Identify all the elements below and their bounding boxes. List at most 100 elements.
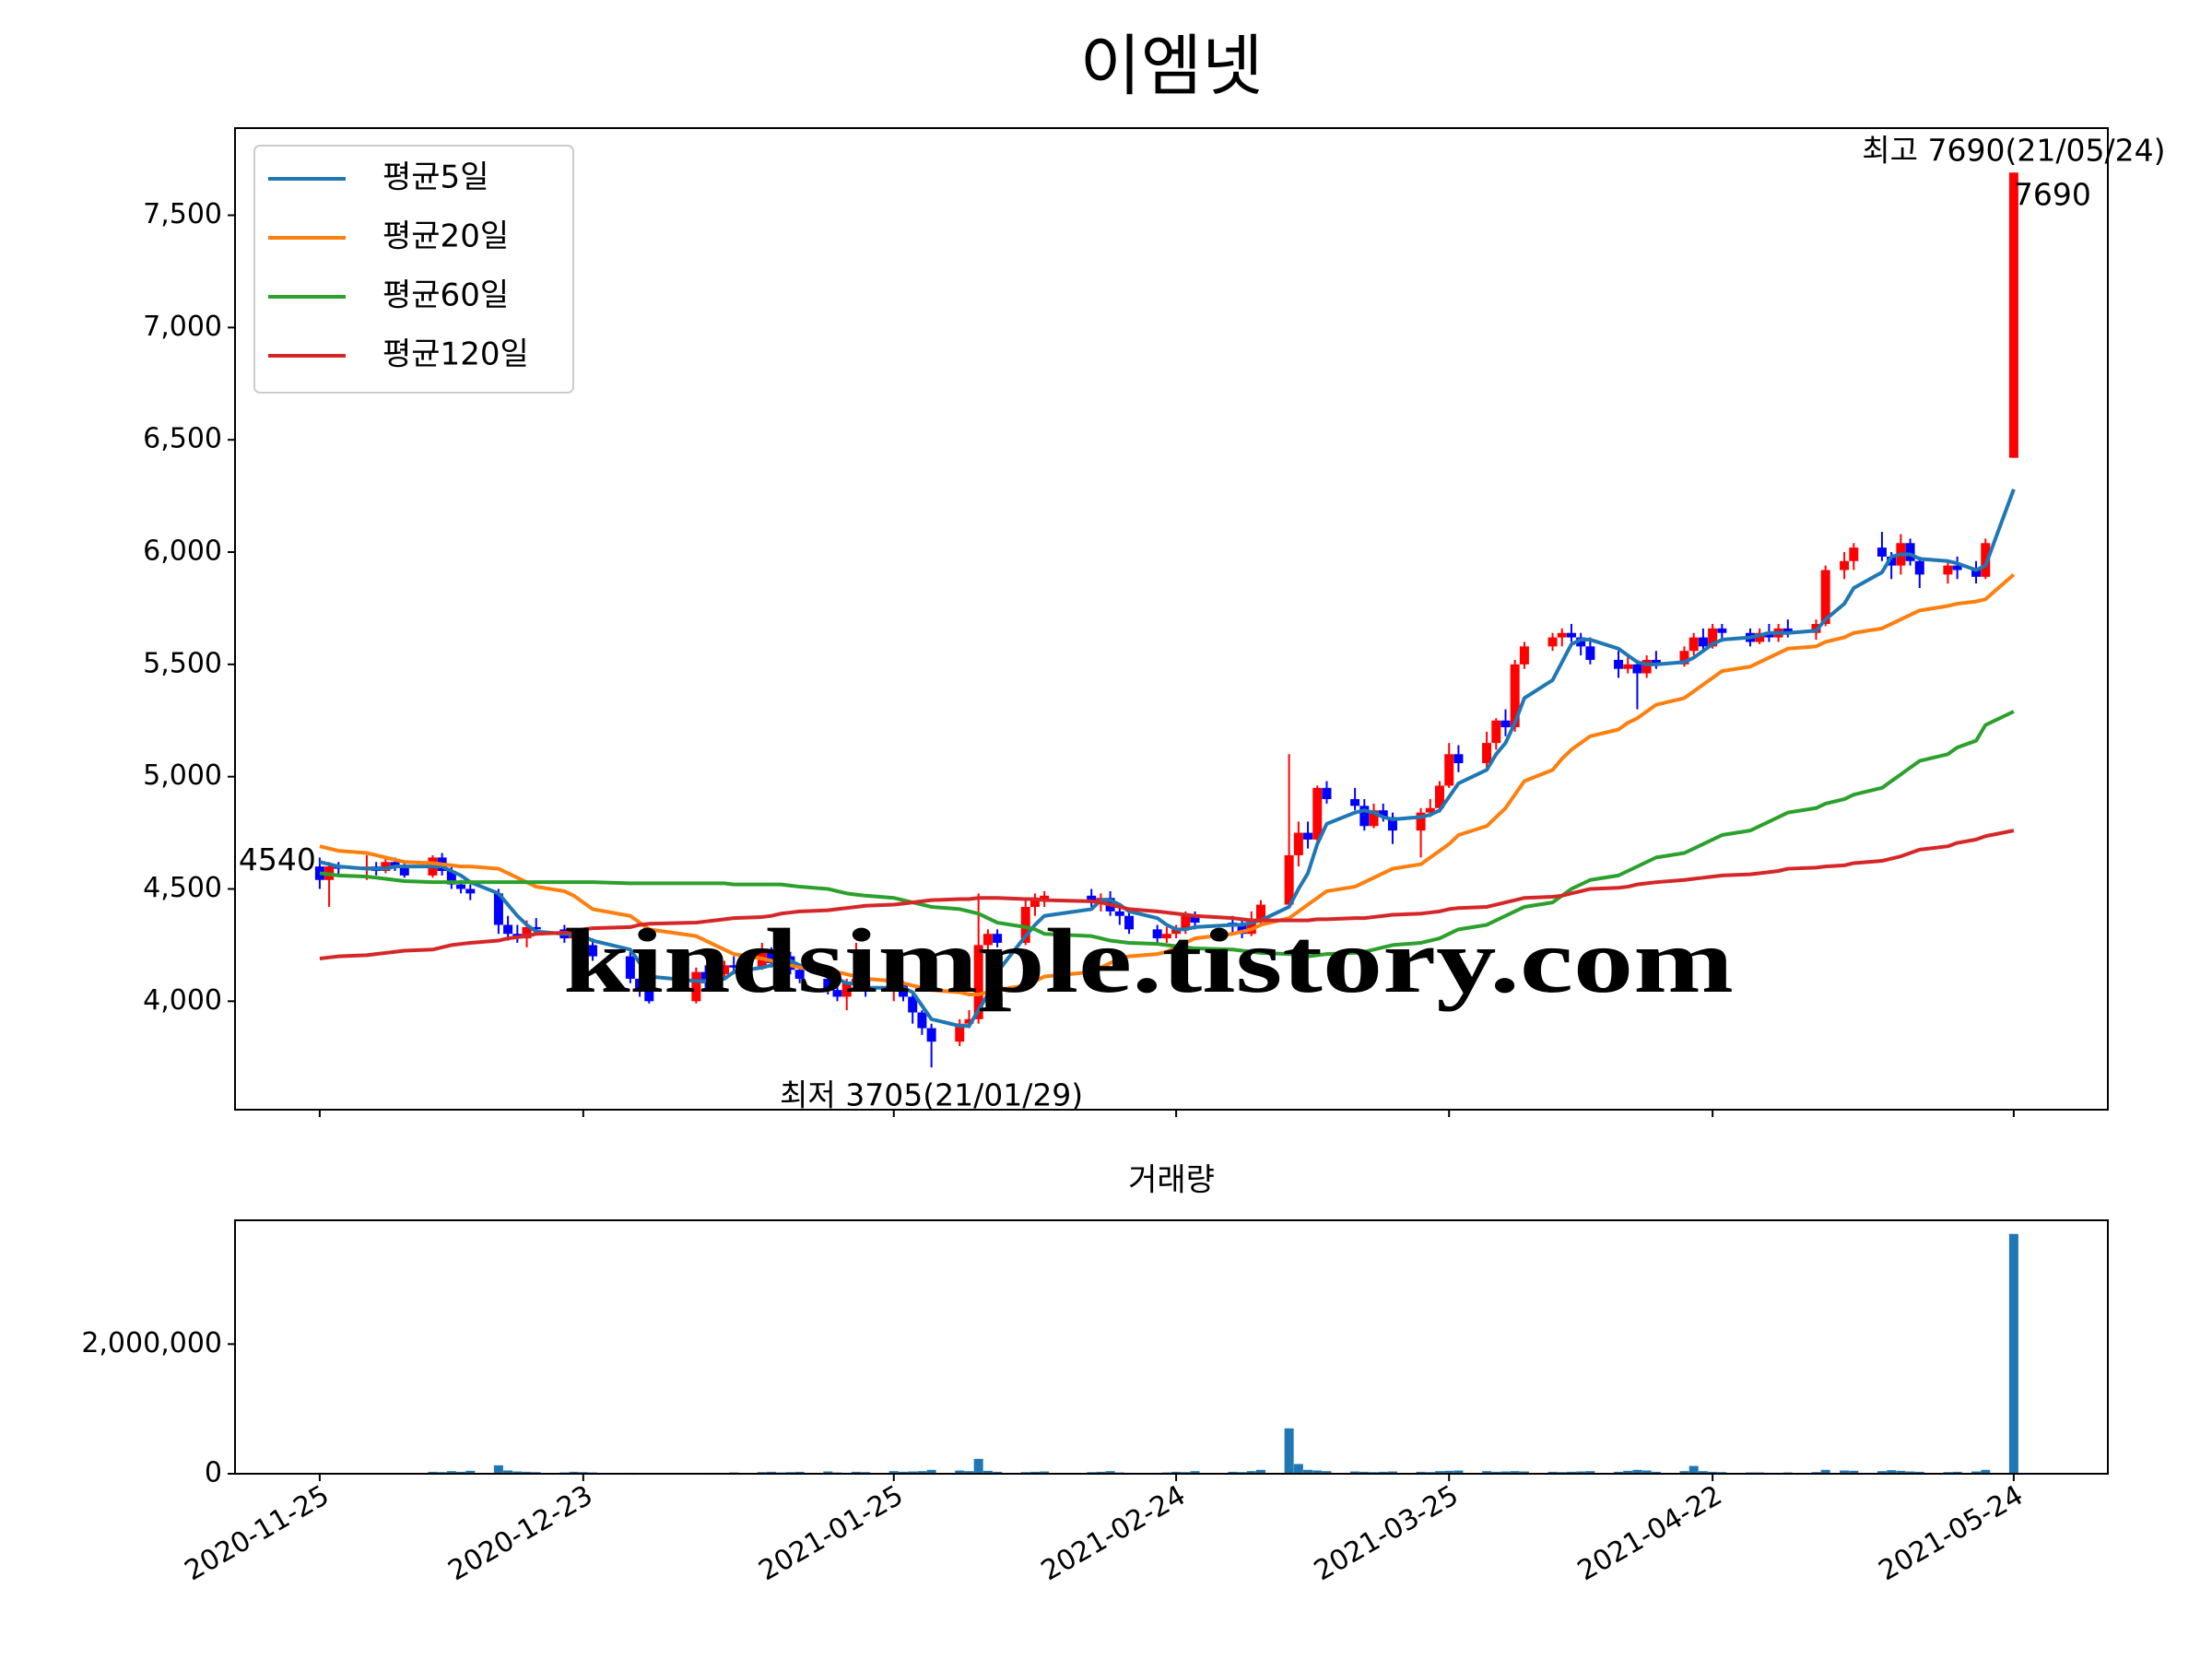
volume-bar [1453, 1470, 1464, 1474]
candle-body [1688, 637, 1699, 652]
axes-frame [234, 127, 2109, 1111]
volume-bar [1887, 1470, 1897, 1474]
volume-bar [908, 1471, 918, 1474]
volume-bar [1303, 1469, 1313, 1474]
candle-body [917, 1012, 927, 1029]
candle-body [898, 982, 908, 997]
candle-body [1840, 560, 1850, 571]
volume-bar [522, 1471, 532, 1474]
volume-bar [1096, 1471, 1106, 1474]
volume-bar [1679, 1471, 1689, 1474]
volume-bar [1849, 1470, 1859, 1474]
volume-bar [1256, 1469, 1266, 1474]
volume-bar [1030, 1471, 1040, 1474]
volume-bar [493, 1465, 503, 1474]
candle-body [1887, 556, 1897, 566]
candle-body [578, 934, 588, 946]
candle-body [832, 990, 842, 997]
candle-body [1425, 807, 1435, 813]
y-tick-label: 6,500 [143, 423, 222, 455]
volume-bar [1708, 1471, 1718, 1474]
y-tick-label: 4,000 [143, 984, 222, 1017]
volume-bar [1632, 1469, 1642, 1474]
chart-title: 이엠넷 [1080, 28, 1264, 105]
candle-body [926, 1028, 936, 1042]
candle-body [1312, 787, 1323, 840]
candle-body [1547, 637, 1558, 647]
candle-body [794, 970, 805, 979]
volume-bar [1547, 1471, 1558, 1474]
volume-bar [1641, 1470, 1652, 1474]
candle-body [1171, 929, 1182, 935]
candle-body [1952, 565, 1962, 571]
candle-body [1482, 743, 1492, 764]
y-tick-label: 7,500 [143, 198, 222, 230]
annotation: 7690 [2014, 177, 2091, 213]
candle-body [1435, 785, 1445, 808]
candle-body [644, 990, 654, 1002]
candle-body [1181, 915, 1191, 930]
candle-body [1491, 720, 1501, 744]
candle-body [1519, 646, 1529, 665]
candle-body [1030, 900, 1040, 907]
candle-body [1679, 651, 1689, 665]
candle-body [2008, 172, 2018, 458]
volume-bar [982, 1470, 993, 1474]
candle-body [1359, 806, 1370, 827]
y-tick-label: 4,500 [143, 872, 222, 904]
volume-bar [993, 1471, 1003, 1474]
candle-body [982, 934, 993, 946]
candle-body [522, 926, 532, 939]
legend-box [253, 145, 574, 394]
candle-body [964, 1018, 974, 1024]
candle-body [700, 971, 711, 983]
y-tick-label: 0 [205, 1457, 222, 1489]
volume-bar [465, 1470, 476, 1474]
y-tick-label: 5,000 [143, 759, 222, 792]
volume-bar [1387, 1471, 1397, 1474]
candle-body [955, 1023, 965, 1042]
candle-body [710, 974, 720, 983]
candle-body [1783, 628, 1793, 633]
volume-bar [917, 1471, 927, 1474]
volume-bar [1623, 1470, 1633, 1474]
axes-frame [234, 1219, 2109, 1475]
volume-bar [2008, 1233, 2018, 1474]
candle-body [1632, 664, 1642, 674]
candle-body [1914, 560, 1924, 575]
legend-label: 평균60일 [382, 277, 509, 314]
volume-bar [898, 1471, 908, 1474]
candle-body [625, 956, 635, 979]
volume-bar [1482, 1471, 1492, 1474]
y-tick-label: 6,000 [143, 535, 222, 568]
volume-bar [1416, 1471, 1426, 1474]
candle-body [1369, 810, 1379, 827]
y-tick-label: 5,500 [143, 647, 222, 679]
candle-body [1623, 664, 1633, 669]
volume-bar [1576, 1471, 1586, 1474]
volume-bar [428, 1471, 438, 1474]
candle-body [1764, 632, 1774, 638]
candle-body [767, 951, 777, 963]
candle-body [569, 934, 579, 939]
volume-bar [1293, 1464, 1303, 1474]
candle-body [1849, 547, 1859, 561]
candle-body [823, 978, 833, 991]
volume-bar [1350, 1471, 1360, 1474]
candle-body [1237, 924, 1247, 935]
candle-body [1284, 854, 1294, 905]
volume-bar [1378, 1471, 1388, 1474]
volume-bar [512, 1471, 523, 1474]
volume-bar [794, 1471, 805, 1474]
volume-bar [1435, 1471, 1445, 1474]
volume-bar [1971, 1471, 1982, 1474]
candle-body [1708, 628, 1718, 647]
candle-body [1444, 754, 1454, 786]
volume-bar [1040, 1471, 1050, 1474]
candle-body [381, 862, 391, 871]
candle-body [1641, 659, 1652, 674]
volume-bar [503, 1470, 513, 1474]
volume-bar [973, 1458, 983, 1474]
legend-label: 평균120일 [382, 336, 529, 373]
candle-body [1614, 659, 1624, 669]
